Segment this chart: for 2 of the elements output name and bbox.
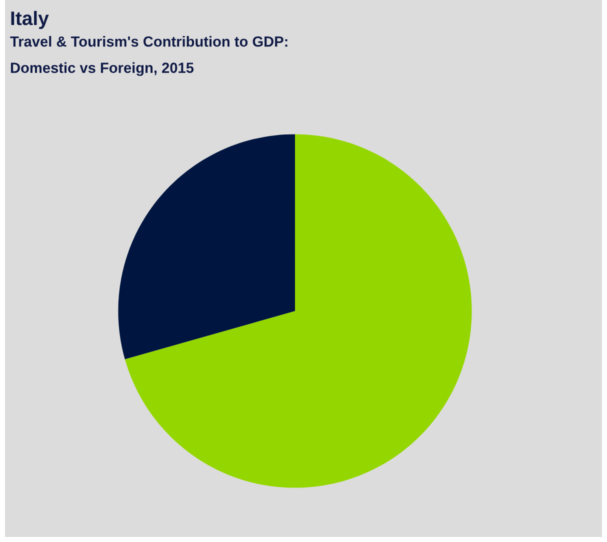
chart-subtitle: Travel & Tourism's Contribution to GDP: Domestic vs Foreign, 2015 (10, 36, 288, 76)
chart-title: Italy (11, 10, 49, 30)
